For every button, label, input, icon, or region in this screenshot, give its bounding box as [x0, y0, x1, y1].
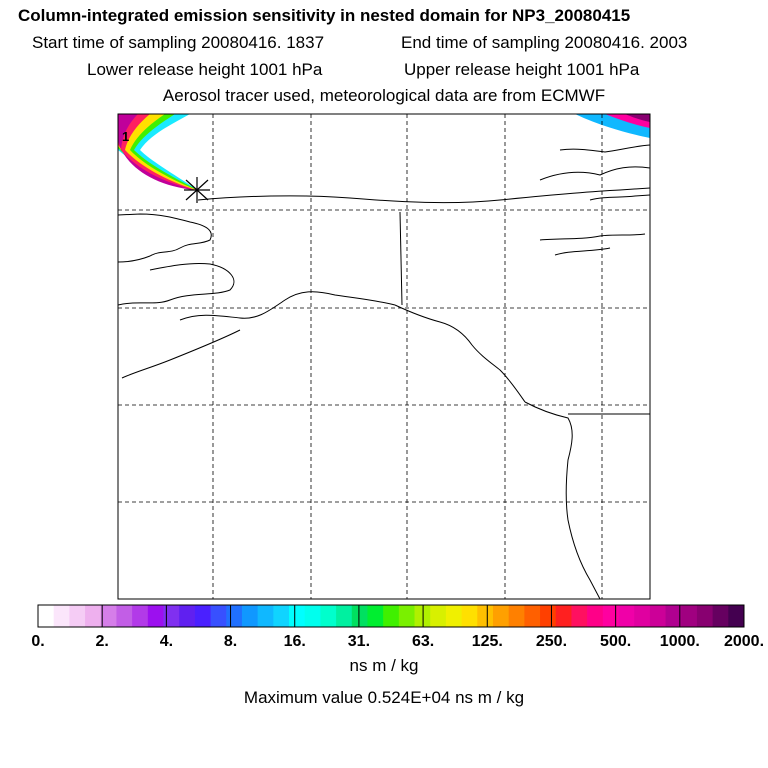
colorbar-dividers — [101, 605, 681, 627]
colorbar-tick-label: 4. — [159, 633, 174, 650]
tracer-info: Aerosol tracer used, meteorological data… — [162, 86, 606, 105]
colorbar-cell — [524, 605, 541, 627]
colorbar-cell — [602, 605, 619, 627]
colorbar-cell — [179, 605, 196, 627]
colorbar-cell — [383, 605, 400, 627]
sensitivity-plume-core — [118, 114, 195, 190]
colorbar-cell — [147, 605, 165, 627]
colorbar-tick-label: 2000. — [723, 633, 765, 650]
colorbar-cell — [728, 605, 745, 627]
upper-height-label: Upper release height 1001 hPa — [404, 60, 640, 79]
colorbar-tick-label: 63. — [411, 633, 435, 650]
colorbar-cell — [85, 605, 102, 627]
colorbar-cell — [367, 605, 384, 627]
colorbar-cell — [649, 605, 667, 627]
colorbar-tick-label: 8. — [223, 633, 238, 650]
colorbar-cell — [132, 605, 149, 627]
colorbar-cell — [273, 605, 290, 627]
colorbar-cell — [53, 605, 70, 627]
map-content — [118, 114, 650, 599]
colorbar-cell — [194, 605, 212, 627]
colorbar-cell — [634, 605, 651, 627]
colorbar-cell — [477, 605, 494, 627]
colorbar-tick-label: 1000. — [659, 633, 700, 650]
colorbar-cell — [445, 605, 463, 627]
sensitivity-plume-right-core — [625, 114, 650, 122]
colorbar-tick-label: 500. — [600, 633, 632, 650]
colorbar-cell — [100, 605, 117, 627]
colorbar-cell — [681, 605, 698, 627]
colorbar-tick-label: 0. — [31, 633, 45, 650]
colorbar-frame — [37, 604, 745, 628]
colorbar-tick-label: 125. — [471, 633, 503, 650]
coastlines — [118, 144, 650, 599]
end-time-label: End time of sampling 20080416. 2003 — [401, 33, 688, 52]
colorbar-cell — [618, 605, 635, 627]
lat-lon-grid — [118, 114, 650, 599]
colorbar-tick-label: 31. — [347, 633, 371, 650]
colorbar-cell — [289, 605, 306, 627]
colorbar-cell — [712, 605, 729, 627]
colorbar-cell — [555, 605, 572, 627]
colorbar-cell — [461, 605, 478, 627]
maximum-value-label: Maximum value 0.524E+04 ns m / kg — [243, 688, 525, 707]
map-frame — [117, 113, 651, 600]
colorbar-cell — [38, 605, 55, 627]
colorbar-cell — [241, 605, 259, 627]
colorbar-cell — [351, 605, 368, 627]
colorbar-cell — [226, 605, 243, 627]
plot-title: Column-integrated emission sensitivity i… — [18, 6, 631, 25]
colorbar-unit: ns m / kg — [349, 656, 419, 675]
colorbar-cell — [163, 605, 180, 627]
colorbar-cells — [38, 605, 745, 627]
colorbar-cell — [540, 605, 557, 627]
colorbar-cell — [116, 605, 133, 627]
colorbar-tick-label: 250. — [535, 633, 568, 650]
lower-height-label: Lower release height 1001 hPa — [87, 60, 323, 79]
sensitivity-plume-band-yellow — [118, 114, 197, 190]
colorbar-tick-label: 16. — [283, 633, 306, 650]
colorbar-cell — [696, 605, 714, 627]
start-time-label: Start time of sampling 20080416. 1837 — [32, 33, 325, 52]
colorbar-cell — [587, 605, 604, 627]
colorbar-cell — [210, 605, 227, 627]
colorbar-cell — [492, 605, 510, 627]
political-borders — [399, 211, 650, 415]
colorbar-cell — [257, 605, 274, 627]
colorbar-cell — [336, 605, 353, 627]
colorbar-cell — [571, 605, 588, 627]
colorbar-cell — [69, 605, 86, 627]
release-point-marker — [184, 177, 210, 203]
contour-label: 1 — [122, 129, 129, 144]
colorbar-cell — [398, 605, 416, 627]
colorbar-cell — [320, 605, 337, 627]
colorbar-tick-label: 2. — [95, 633, 109, 650]
colorbar-cell — [508, 605, 525, 627]
colorbar-cell — [304, 605, 321, 627]
colorbar-cell — [665, 605, 682, 627]
colorbar-cell — [430, 605, 447, 627]
